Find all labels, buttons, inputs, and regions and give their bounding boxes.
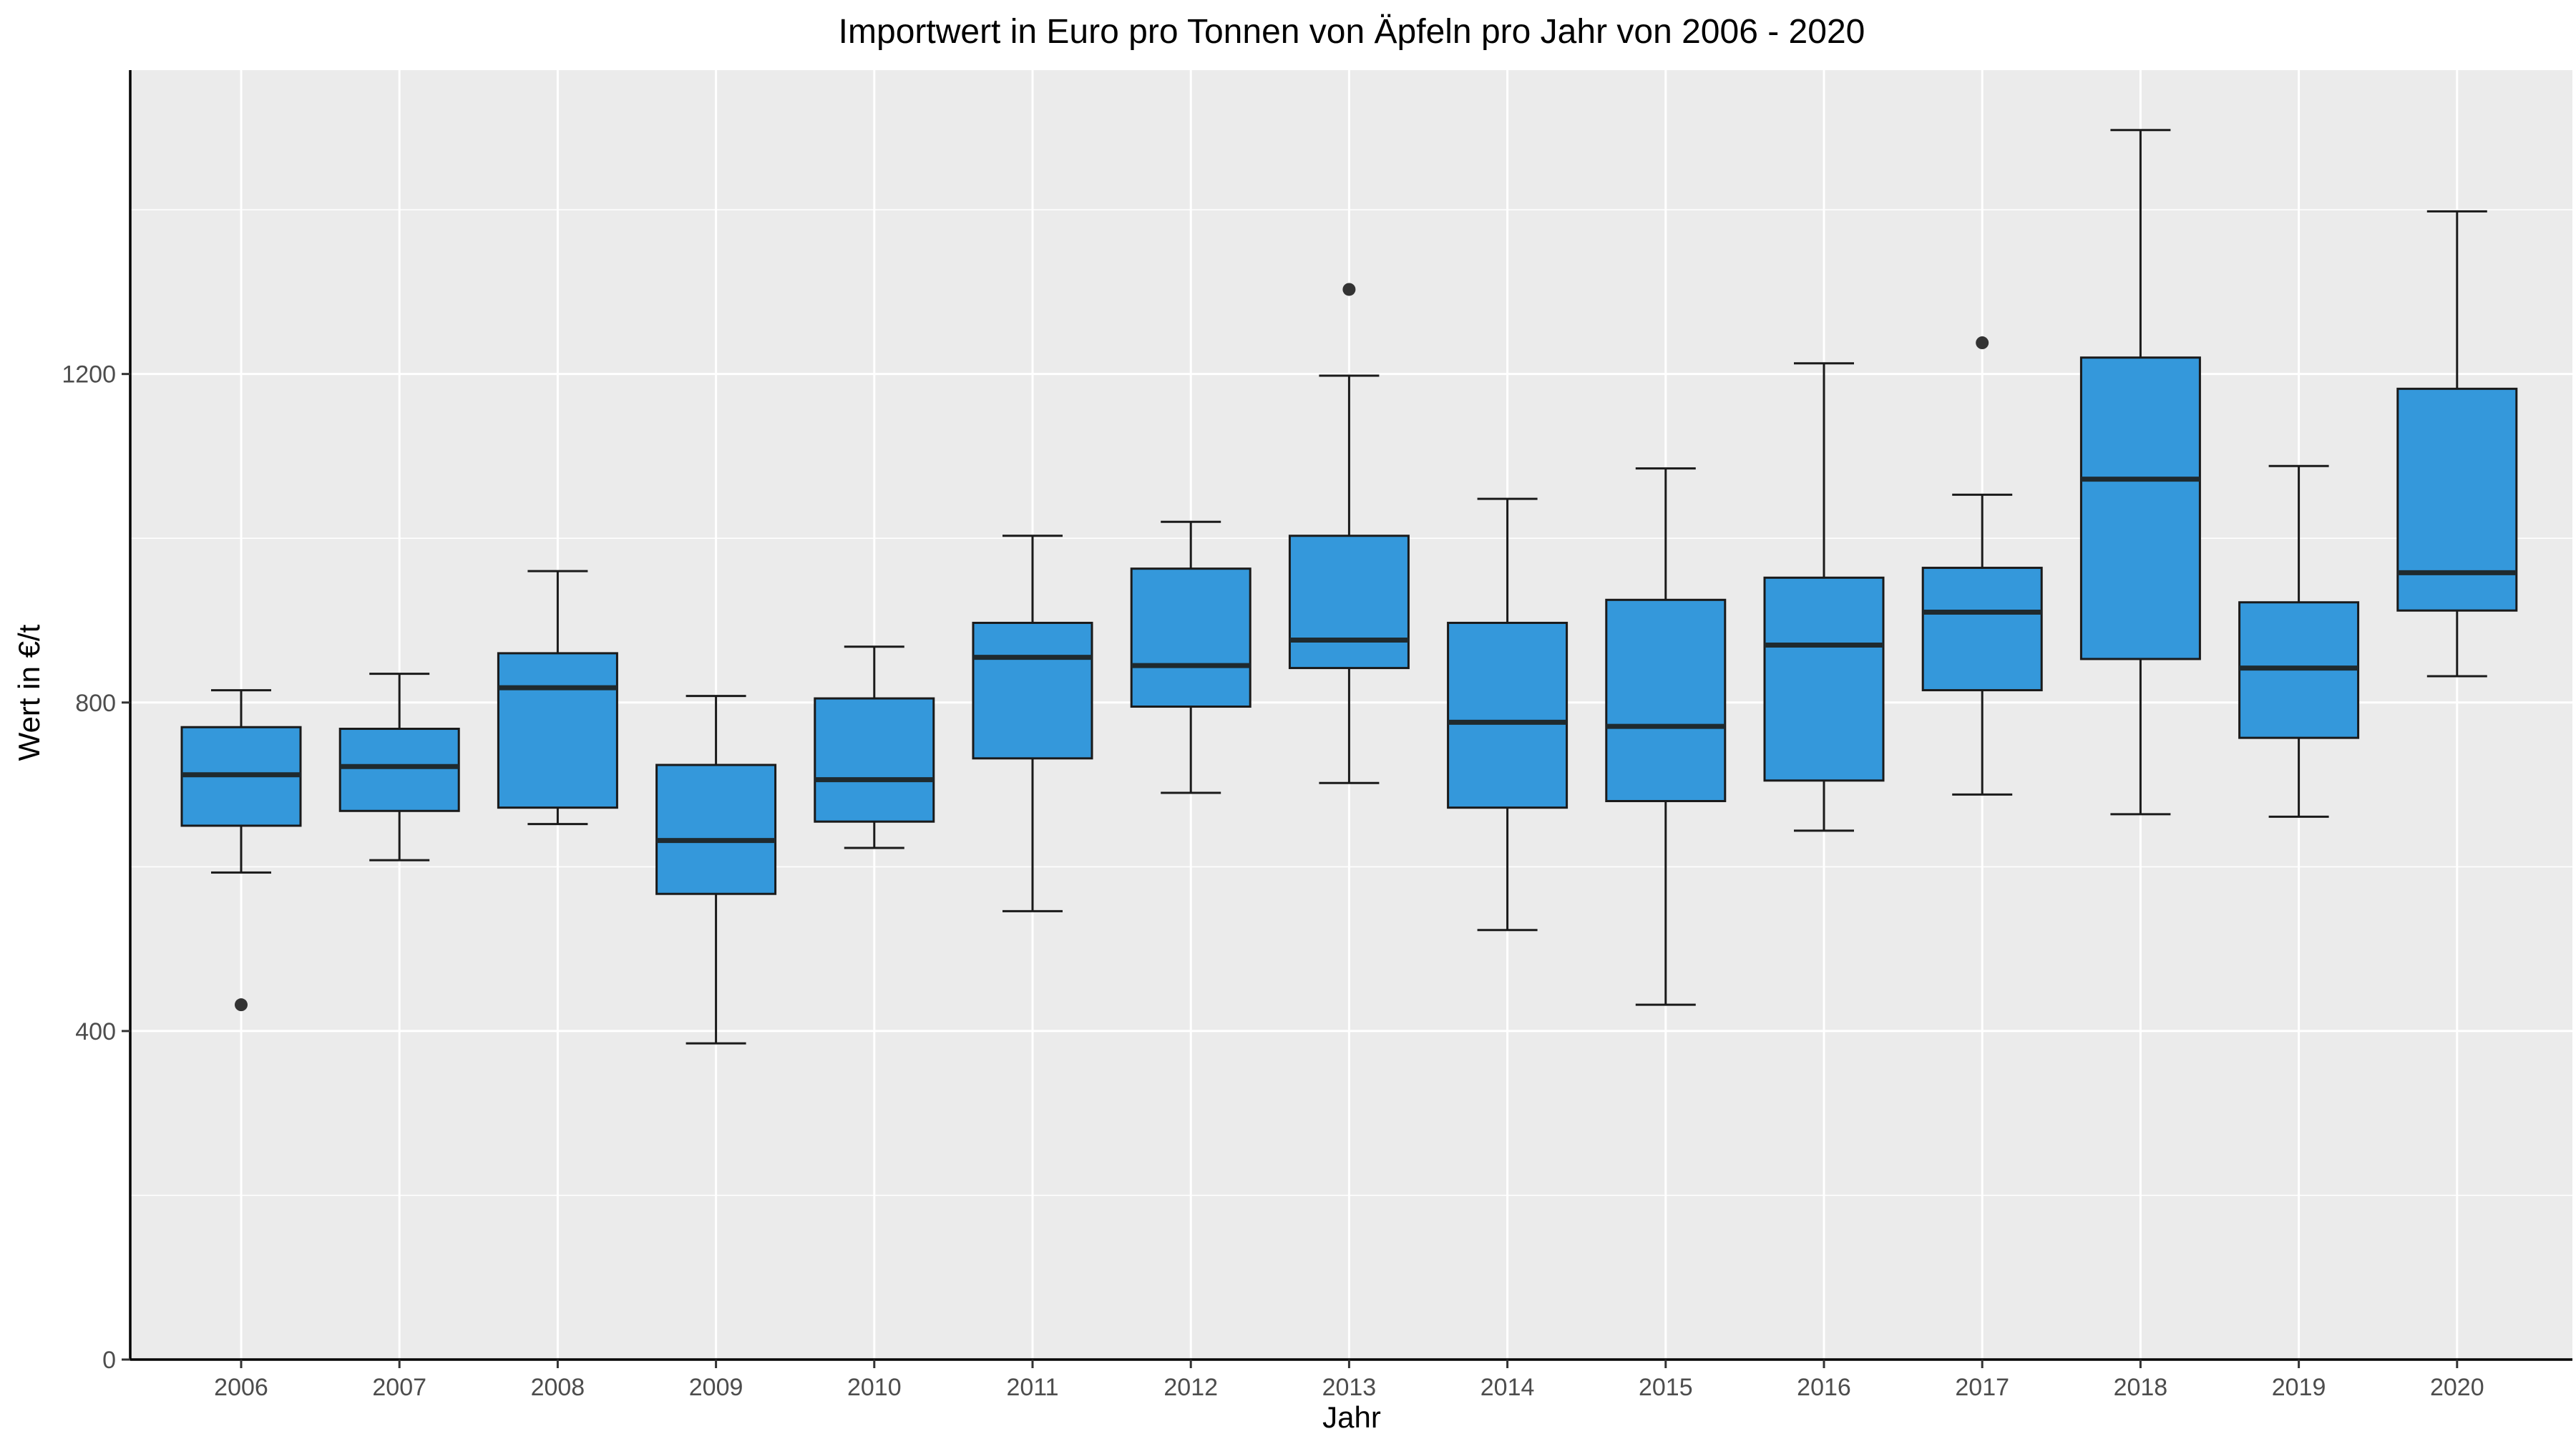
box-2007 <box>338 673 460 862</box>
y-axis: 0 400 800 1200 <box>62 70 132 1374</box>
box-2018 <box>2079 129 2201 816</box>
box-2010 <box>814 645 935 849</box>
x-axis: 2006 2007 2008 2009 2010 2011 2012 2013 2014 2015… <box>130 1358 2572 1401</box>
x-tick-label: 2020 <box>2430 1374 2484 1401</box>
iqr-box <box>1288 535 1410 670</box>
iqr-box <box>497 652 618 809</box>
x-tick-label: 2010 <box>847 1374 902 1401</box>
x-tick-label: 2009 <box>689 1374 743 1401</box>
x-tick-label: 2013 <box>1322 1374 1377 1401</box>
iqr-box <box>814 697 935 823</box>
iqr-box <box>655 763 777 895</box>
x-tick-label: 2007 <box>372 1374 426 1401</box>
y-tick-label: 1200 <box>62 361 116 389</box>
outlier-point <box>1342 283 1356 296</box>
box-2011 <box>972 535 1093 912</box>
x-axis-title: Jahr <box>1322 1400 1381 1434</box>
x-tick-label: 2006 <box>214 1374 268 1401</box>
box-2006 <box>180 689 302 1012</box>
box-2013 <box>1288 283 1410 784</box>
box-2012 <box>1130 520 1252 794</box>
iqr-box <box>1130 567 1252 708</box>
box-2014 <box>1447 497 1568 932</box>
x-tick-label: 2016 <box>1797 1374 1851 1401</box>
iqr-box <box>1763 576 1885 782</box>
box-2019 <box>2238 464 2360 818</box>
box-2009 <box>655 695 777 1045</box>
box-2015 <box>1605 467 1727 1006</box>
outlier-point <box>1976 336 1989 350</box>
box-2017 <box>1921 336 2043 796</box>
iqr-box <box>972 621 1093 760</box>
y-tick-label: 400 <box>75 1018 116 1045</box>
x-tick-label: 2019 <box>2272 1374 2326 1401</box>
panel-background <box>130 70 2572 1360</box>
iqr-box <box>1447 621 1568 809</box>
iqr-box <box>2396 387 2518 612</box>
y-tick-label: 800 <box>75 690 116 717</box>
x-tick-label: 2018 <box>2114 1374 2168 1401</box>
box-2016 <box>1763 362 1885 832</box>
x-tick-label: 2012 <box>1163 1374 1218 1401</box>
x-tick-label: 2015 <box>1639 1374 1693 1401</box>
iqr-box <box>1921 567 2043 692</box>
x-tick-label: 2017 <box>1955 1374 2009 1401</box>
plot-panel <box>130 70 2572 1361</box>
x-tick-label: 2014 <box>1480 1374 1535 1401</box>
iqr-box <box>338 728 460 812</box>
x-tick-label: 2008 <box>531 1374 585 1401</box>
y-tick-label: 0 <box>102 1347 116 1374</box>
box-2020 <box>2396 210 2518 678</box>
outlier-point <box>235 998 248 1012</box>
chart-title: Importwert in Euro pro Tonnen von Äpfeln… <box>839 13 1865 51</box>
iqr-box <box>2079 356 2201 660</box>
x-tick-label: 2011 <box>1006 1374 1058 1401</box>
y-axis-title: Wert in €/t <box>12 624 46 761</box>
iqr-box <box>1605 598 1727 803</box>
box-2008 <box>497 570 618 826</box>
